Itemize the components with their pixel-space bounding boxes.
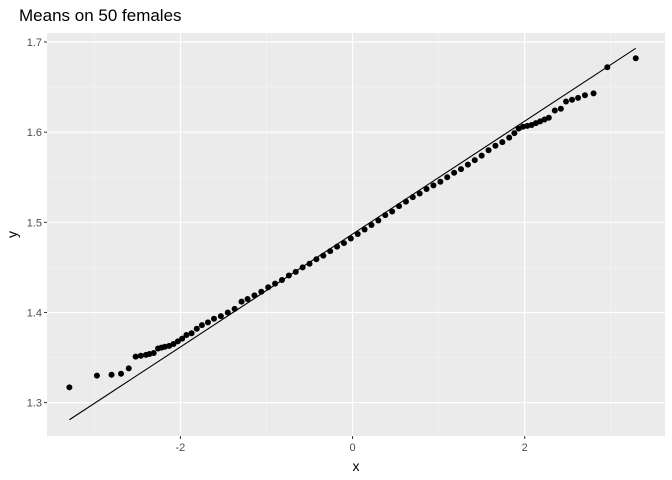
data-point xyxy=(430,182,437,189)
qq-reference-line xyxy=(69,47,637,421)
data-point xyxy=(204,319,211,326)
data-point xyxy=(569,96,576,103)
data-point xyxy=(292,268,299,275)
data-point xyxy=(306,260,313,267)
y-axis-title: y xyxy=(4,231,20,238)
y-tick-label: 1.5 xyxy=(27,217,42,229)
data-point xyxy=(299,264,306,271)
data-point xyxy=(409,194,416,201)
data-point xyxy=(563,98,570,105)
data-point xyxy=(150,350,157,357)
data-point xyxy=(327,248,334,255)
x-axis: -2 0 2 xyxy=(176,436,528,454)
x-axis-title: x xyxy=(353,458,360,474)
data-point xyxy=(217,313,224,320)
y-tick-label: 1.4 xyxy=(27,307,42,319)
data-point xyxy=(272,280,279,287)
data-point xyxy=(506,134,513,141)
data-point xyxy=(224,309,231,316)
data-point xyxy=(320,252,327,259)
data-point xyxy=(361,226,368,233)
data-point xyxy=(575,94,582,101)
minor-gridlines xyxy=(47,33,665,436)
data-point xyxy=(125,365,132,372)
data-point xyxy=(170,341,177,348)
data-point xyxy=(396,203,403,210)
data-point xyxy=(458,166,465,173)
data-point xyxy=(108,371,115,378)
data-point xyxy=(354,231,361,238)
data-point xyxy=(132,353,139,360)
data-point xyxy=(551,107,558,114)
data-point xyxy=(313,256,320,263)
data-point xyxy=(278,277,285,284)
y-axis: 1.3 1.4 1.5 1.6 1.7 xyxy=(27,37,47,410)
data-point xyxy=(604,64,611,71)
x-tick-label: 0 xyxy=(349,442,355,454)
data-point xyxy=(557,105,564,112)
data-point xyxy=(437,178,444,185)
y-tick-label: 1.6 xyxy=(27,127,42,139)
reference-line-layer xyxy=(69,47,637,421)
data-point xyxy=(137,352,144,359)
data-point xyxy=(389,208,396,215)
y-tick-label: 1.3 xyxy=(27,398,42,410)
data-point xyxy=(478,152,485,159)
data-point xyxy=(471,157,478,164)
data-point xyxy=(238,298,245,305)
data-point xyxy=(118,370,125,377)
data-point xyxy=(183,332,190,339)
data-point xyxy=(382,212,389,219)
data-point xyxy=(258,288,265,295)
data-point xyxy=(347,235,354,242)
data-point xyxy=(231,305,238,312)
data-point xyxy=(464,161,471,168)
data-point xyxy=(210,315,217,322)
data-point xyxy=(545,114,552,121)
data-point xyxy=(334,243,341,250)
data-point xyxy=(402,198,409,205)
x-tick-label: 2 xyxy=(522,442,528,454)
data-point xyxy=(251,292,258,299)
data-point xyxy=(511,130,518,137)
data-point xyxy=(590,90,597,97)
data-point xyxy=(285,272,292,279)
data-point xyxy=(444,174,451,181)
y-tick-label: 1.7 xyxy=(27,37,42,49)
data-points xyxy=(66,55,639,391)
data-point xyxy=(416,190,423,197)
data-point xyxy=(340,240,347,247)
data-point xyxy=(375,217,382,224)
data-point xyxy=(188,330,195,337)
data-point xyxy=(485,147,492,154)
data-point xyxy=(632,55,639,62)
data-point xyxy=(193,325,200,332)
data-point xyxy=(179,335,186,342)
x-tick-label: -2 xyxy=(176,442,186,454)
data-point xyxy=(93,372,100,379)
data-point xyxy=(368,222,375,229)
data-point xyxy=(423,185,430,192)
data-point xyxy=(244,295,251,302)
data-point xyxy=(198,322,205,329)
data-point xyxy=(174,338,181,345)
data-point xyxy=(581,92,588,99)
data-point xyxy=(492,142,499,149)
data-point xyxy=(451,169,458,176)
data-point xyxy=(66,384,73,391)
data-point xyxy=(499,139,506,146)
chart-title: Means on 50 females xyxy=(19,6,182,25)
data-point xyxy=(265,284,272,291)
